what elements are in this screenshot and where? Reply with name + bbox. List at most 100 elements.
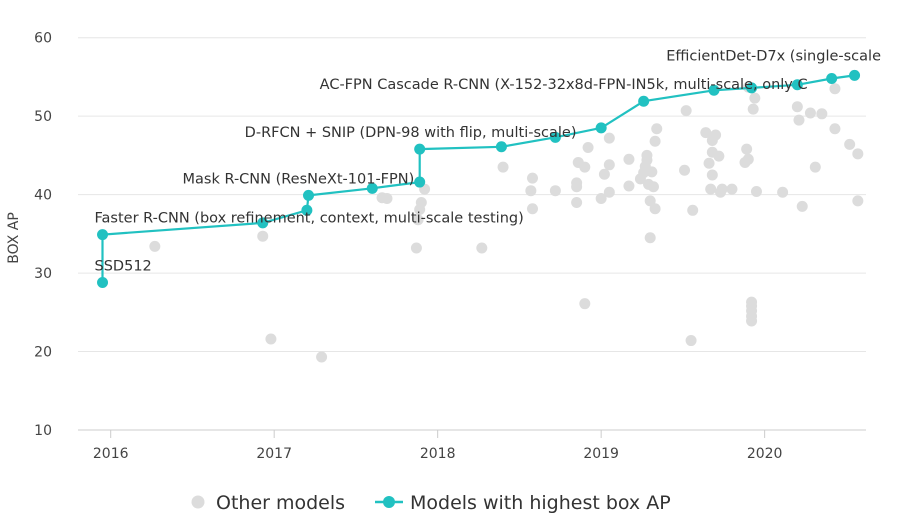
annotation-2: Mask R-CNN (ResNeXt-101-FPN) (183, 171, 415, 187)
y-tick-label-20: 20 (34, 345, 52, 361)
point-best-11[interactable] (638, 95, 650, 107)
point-other-5[interactable] (381, 193, 393, 205)
point-other-19[interactable] (571, 177, 583, 189)
point-other-15[interactable] (526, 203, 538, 215)
point-other-22[interactable] (579, 298, 591, 310)
point-best-9[interactable] (549, 131, 561, 143)
point-other-71[interactable] (777, 186, 789, 198)
point-other-73[interactable] (793, 114, 805, 126)
point-other-3[interactable] (316, 351, 328, 363)
point-other-39[interactable] (646, 166, 658, 178)
point-other-12[interactable] (497, 161, 509, 173)
point-other-35[interactable] (641, 149, 653, 161)
point-other-26[interactable] (603, 186, 615, 198)
point-other-51[interactable] (706, 169, 718, 181)
point-other-81[interactable] (852, 148, 864, 160)
y-tick-label-40: 40 (34, 188, 52, 204)
legend-other-marker[interactable] (191, 495, 205, 509)
point-other-41[interactable] (649, 203, 661, 215)
point-other-25[interactable] (598, 168, 610, 180)
point-other-21[interactable] (579, 161, 591, 173)
point-best-14[interactable] (791, 79, 803, 91)
point-best-5[interactable] (366, 182, 378, 194)
legend: Other models Models with highest box AP (191, 492, 671, 514)
point-other-44[interactable] (679, 164, 691, 176)
point-other-17[interactable] (571, 196, 583, 208)
x-tick-label-2017: 2017 (256, 446, 292, 462)
point-other-57[interactable] (716, 183, 728, 195)
grid (78, 37, 866, 431)
legend-best-label[interactable]: Models with highest box AP (410, 492, 671, 514)
point-other-40[interactable] (647, 181, 659, 193)
point-best-4[interactable] (303, 189, 315, 201)
point-other-61[interactable] (742, 153, 754, 165)
point-other-76[interactable] (809, 161, 821, 173)
point-best-10[interactable] (595, 122, 607, 134)
point-other-69[interactable] (749, 92, 761, 104)
point-best-6[interactable] (414, 176, 426, 188)
point-best-7[interactable] (414, 143, 426, 155)
point-best-2[interactable] (257, 217, 269, 229)
point-other-82[interactable] (852, 195, 864, 207)
point-other-7[interactable] (412, 214, 424, 226)
point-other-42[interactable] (649, 135, 661, 147)
x-tick-label-2020: 2020 (747, 446, 783, 462)
point-other-9[interactable] (415, 196, 427, 208)
point-other-28[interactable] (603, 132, 615, 144)
annotation-0: SSD512 (95, 258, 152, 274)
point-other-72[interactable] (791, 101, 803, 113)
y-tick-label-60: 60 (34, 31, 52, 47)
point-best-16[interactable] (849, 69, 861, 81)
point-other-11[interactable] (476, 242, 488, 254)
point-other-0[interactable] (149, 240, 161, 252)
point-other-50[interactable] (705, 183, 717, 195)
point-other-14[interactable] (526, 172, 538, 184)
point-best-15[interactable] (826, 72, 838, 84)
point-other-77[interactable] (816, 108, 828, 120)
y-tick-label-10: 10 (34, 423, 52, 439)
point-other-47[interactable] (687, 204, 699, 216)
point-other-13[interactable] (525, 185, 537, 197)
point-other-1[interactable] (257, 230, 269, 242)
point-other-70[interactable] (750, 185, 762, 197)
point-other-60[interactable] (741, 143, 753, 155)
point-other-54[interactable] (710, 129, 722, 141)
point-other-2[interactable] (265, 333, 277, 345)
point-other-27[interactable] (603, 159, 615, 171)
point-other-37[interactable] (644, 232, 656, 244)
point-other-38[interactable] (644, 195, 656, 207)
legend-other-label[interactable]: Other models (216, 492, 345, 514)
point-other-43[interactable] (651, 123, 663, 135)
point-other-78[interactable] (829, 123, 841, 135)
legend-best-marker[interactable] (383, 496, 395, 508)
series-other-models (149, 81, 864, 363)
point-best-0[interactable] (97, 276, 109, 288)
point-other-45[interactable] (680, 105, 692, 117)
point-other-79[interactable] (829, 83, 841, 95)
point-other-55[interactable] (713, 150, 725, 162)
point-best-1[interactable] (97, 229, 109, 241)
point-other-30[interactable] (623, 153, 635, 165)
point-other-23[interactable] (582, 142, 594, 154)
point-best-13[interactable] (746, 82, 758, 94)
point-other-67[interactable] (746, 296, 758, 308)
point-other-46[interactable] (685, 335, 697, 347)
x-axis: 2016 2017 2018 2019 2020 (78, 429, 866, 462)
point-other-58[interactable] (726, 183, 738, 195)
point-other-74[interactable] (796, 200, 808, 212)
annotation-5: EfficientDet-D7x (single-scale (666, 48, 881, 64)
point-best-3[interactable] (301, 204, 313, 216)
point-other-80[interactable] (844, 138, 856, 150)
point-other-16[interactable] (549, 185, 561, 197)
point-other-24[interactable] (595, 193, 607, 205)
point-other-49[interactable] (703, 157, 715, 169)
point-other-75[interactable] (804, 107, 816, 119)
point-best-8[interactable] (495, 141, 507, 153)
point-other-29[interactable] (623, 180, 635, 192)
point-other-6[interactable] (410, 242, 422, 254)
point-other-68[interactable] (747, 103, 759, 115)
point-other-48[interactable] (700, 127, 712, 139)
point-best-12[interactable] (708, 84, 720, 96)
